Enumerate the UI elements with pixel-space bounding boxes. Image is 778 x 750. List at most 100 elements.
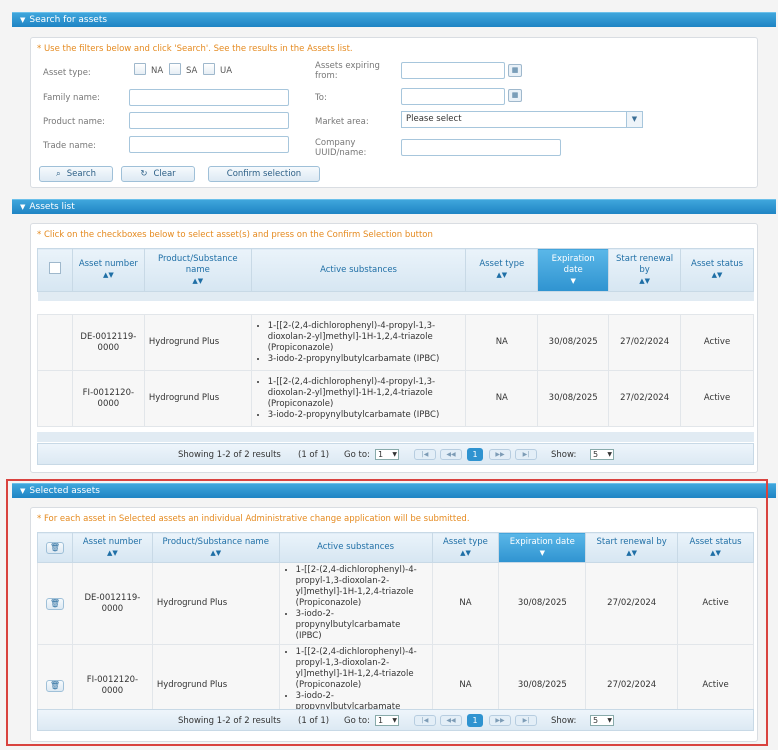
- clear-button-label: Clear: [153, 169, 176, 179]
- row-checkbox-cell[interactable]: [37, 314, 73, 371]
- expiration-date-cell: 30/08/2025: [537, 314, 610, 371]
- chevron-down-icon: ▼: [392, 717, 397, 724]
- col-active-substances: Active substances: [250, 248, 467, 292]
- sort-icon: ▲▼: [107, 548, 118, 557]
- col-product-name[interactable]: Product/Substance name ▲▼: [151, 532, 280, 563]
- assets-list-section-header[interactable]: ▼ Assets list: [12, 199, 776, 214]
- asset-number-cell: DE-0012119-0000: [71, 562, 153, 645]
- trade-name-input[interactable]: [129, 136, 289, 153]
- confirm-selection-button[interactable]: Confirm selection: [208, 166, 320, 182]
- pager-show-select[interactable]: 5 ▼: [590, 715, 614, 726]
- table-row[interactable]: DE-0012119-0000 Hydrogrund Plus 1-[[2-(2…: [37, 314, 754, 371]
- current-page-button[interactable]: 1: [467, 714, 483, 727]
- next-page-icon[interactable]: ▶▶: [489, 449, 511, 460]
- pager-goto-select[interactable]: 1 ▼: [375, 449, 399, 460]
- sort-icon: ▲▼: [102, 271, 114, 279]
- selected-assets-title: Selected assets: [29, 486, 100, 496]
- company-label: Company UUID/name:: [315, 138, 367, 158]
- table-row[interactable]: 🗑 DE-0012119-0000 Hydrogrund Plus 1-[[2-…: [37, 562, 754, 645]
- current-page-button[interactable]: 1: [467, 448, 483, 461]
- search-hint: * Use the filters below and click 'Searc…: [37, 44, 353, 54]
- family-name-input[interactable]: [129, 89, 289, 106]
- trash-icon[interactable]: 🗑: [45, 679, 64, 692]
- market-area-select[interactable]: Please select ▼: [401, 111, 643, 128]
- first-page-icon[interactable]: |◀: [414, 715, 436, 726]
- pager-show-label: Show:: [551, 450, 577, 460]
- product-name-cell: Hydrogrund Plus: [143, 370, 252, 427]
- product-name-cell: Hydrogrund Plus: [143, 314, 252, 371]
- pager-goto-label: Go to:: [344, 450, 370, 460]
- expiring-to-calendar-icon[interactable]: ▦: [508, 89, 522, 102]
- active-substances-cell: 1-[[2-(2,4-dichlorophenyl)-4-propyl-1,3-…: [250, 370, 467, 427]
- search-section-header[interactable]: ▼ Search for assets: [12, 12, 776, 27]
- product-name-cell: Hydrogrund Plus: [151, 562, 280, 645]
- pager-showing: Showing 1-2 of 2 results: [178, 716, 281, 726]
- first-page-icon[interactable]: |◀: [414, 449, 436, 460]
- last-page-icon[interactable]: ▶|: [515, 449, 537, 460]
- col-expiration-date[interactable]: Expiration date ▼: [537, 248, 610, 292]
- pager-show-select[interactable]: 5 ▼: [590, 449, 614, 460]
- asset-type-na-checkbox[interactable]: [134, 63, 146, 75]
- sort-icon: ▲▼: [711, 271, 723, 279]
- product-name-input[interactable]: [129, 112, 289, 129]
- select-all-header[interactable]: [37, 248, 73, 292]
- product-name-label: Product name:: [43, 117, 105, 127]
- col-asset-number[interactable]: Asset number ▲▼: [71, 248, 145, 292]
- sort-icon: ▲▼: [210, 548, 222, 557]
- sort-icon: ▲▼: [639, 276, 650, 285]
- row-checkbox-cell[interactable]: [37, 370, 73, 427]
- col-asset-type[interactable]: Asset type ▲▼: [465, 248, 539, 292]
- refresh-icon: ↻: [140, 169, 148, 179]
- assets-list-panel: * Click on the checkboxes below to selec…: [30, 223, 758, 473]
- trade-name-label: Trade name:: [43, 141, 96, 151]
- search-panel: * Use the filters below and click 'Searc…: [30, 37, 758, 188]
- pager-show-label: Show:: [551, 716, 577, 726]
- expiration-date-cell: 30/08/2025: [498, 562, 587, 645]
- selected-assets-section-header[interactable]: ▼ Selected assets: [12, 483, 776, 498]
- company-input[interactable]: [401, 139, 561, 156]
- sort-icon: ▲▼: [496, 271, 508, 279]
- chevron-down-icon: ▼: [626, 112, 642, 127]
- col-asset-type[interactable]: Asset type ▲▼: [431, 532, 500, 563]
- search-button[interactable]: ⌕ Search: [39, 166, 113, 182]
- asset-type-ua-checkbox[interactable]: [203, 63, 215, 75]
- asset-type-cell: NA: [465, 370, 539, 427]
- table-spacer: [37, 300, 754, 315]
- pager-goto-label: Go to:: [344, 716, 370, 726]
- select-all-checkbox[interactable]: [48, 262, 61, 274]
- prev-page-icon[interactable]: ◀◀: [440, 449, 462, 460]
- asset-type-sa-checkbox[interactable]: [169, 63, 181, 75]
- trash-icon[interactable]: 🗑: [45, 541, 64, 554]
- prev-page-icon[interactable]: ◀◀: [440, 715, 462, 726]
- expiring-to-input[interactable]: [401, 88, 505, 105]
- pager-goto-select[interactable]: 1 ▼: [375, 715, 399, 726]
- col-asset-status[interactable]: Asset status ▲▼: [677, 532, 754, 563]
- asset-status-cell: Active: [680, 370, 754, 427]
- col-asset-status[interactable]: Asset status ▲▼: [680, 248, 754, 292]
- next-page-icon[interactable]: ▶▶: [489, 715, 511, 726]
- asset-type-na-label: NA: [151, 66, 164, 76]
- last-page-icon[interactable]: ▶|: [515, 715, 537, 726]
- col-start-renewal[interactable]: Start renewal by ▲▼: [585, 532, 679, 563]
- trash-icon[interactable]: 🗑: [45, 597, 64, 610]
- start-renewal-cell: 27/02/2024: [608, 314, 682, 371]
- collapse-triangle-icon: ▼: [20, 16, 26, 24]
- expiring-from-label: Assets expiring from:: [315, 61, 380, 81]
- expiration-date-cell: 30/08/2025: [537, 370, 610, 427]
- expiring-from-input[interactable]: [401, 62, 505, 79]
- pager-showing: Showing 1-2 of 2 results: [178, 450, 281, 460]
- col-start-renewal[interactable]: Start renewal by ▲▼: [608, 248, 682, 292]
- clear-button[interactable]: ↻ Clear: [121, 166, 195, 182]
- sort-icon: ▲▼: [192, 276, 204, 285]
- col-product-name[interactable]: Product/Substance name ▲▼: [143, 248, 252, 292]
- assets-list-hint: * Click on the checkboxes below to selec…: [37, 230, 433, 240]
- pager-pages: (1 of 1): [298, 716, 330, 726]
- col-expiration-date[interactable]: Expiration date ▼: [498, 532, 587, 563]
- expiring-from-calendar-icon[interactable]: ▦: [508, 64, 522, 77]
- table-footer-strip: [37, 432, 754, 442]
- collapse-triangle-icon: ▼: [20, 203, 26, 211]
- sort-icon: ▲▼: [710, 548, 721, 557]
- selected-assets-hint: * For each asset in Selected assets an i…: [37, 514, 470, 524]
- table-row[interactable]: FI-0012120-0000 Hydrogrund Plus 1-[[2-(2…: [37, 370, 754, 427]
- row-delete-cell: 🗑: [37, 562, 73, 645]
